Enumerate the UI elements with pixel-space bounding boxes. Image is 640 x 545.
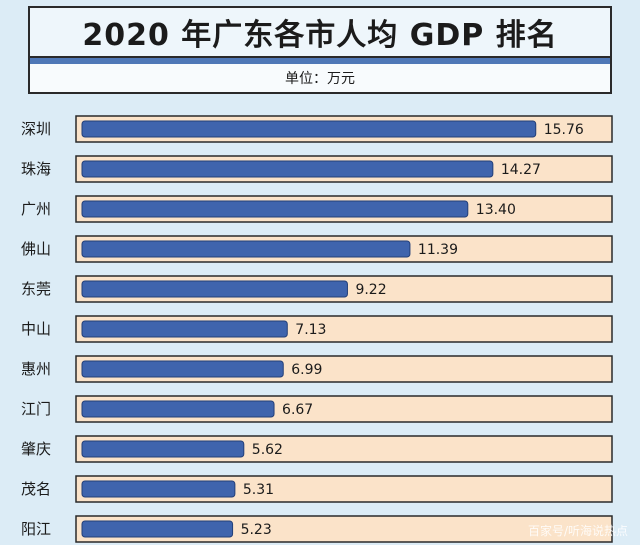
bar-row: 中山 7.13: [21, 315, 613, 343]
category-label: 阳江: [21, 520, 51, 538]
bar: [81, 520, 234, 538]
value-label: 9.22: [355, 282, 386, 298]
bar: [81, 120, 537, 138]
watermark-text: 百家号/听海说热点: [527, 524, 628, 538]
bar: [81, 280, 348, 298]
title-divider: [28, 58, 612, 64]
value-label: 13.40: [476, 202, 516, 218]
category-label: 广州: [21, 200, 51, 218]
category-label: 肇庆: [21, 440, 51, 458]
value-label: 14.27: [501, 162, 541, 178]
bar-row: 东莞 9.22: [21, 275, 613, 303]
category-label: 深圳: [21, 120, 51, 138]
bar: [81, 320, 288, 338]
bar-chart: 深圳 15.76 珠海 14.27 广州 13.40 佛山 11.39 东莞 9.22 中山 7.13…: [21, 115, 613, 543]
value-label: 5.31: [243, 482, 274, 498]
category-label: 东莞: [21, 280, 51, 298]
bar: [81, 480, 236, 498]
category-label: 珠海: [21, 160, 51, 178]
chart-title: 2020 年广东各市人均 GDP 排名: [82, 18, 558, 53]
bar-row: 阳江 5.23: [21, 515, 613, 543]
category-label: 江门: [21, 400, 51, 418]
value-label: 5.62: [252, 442, 283, 458]
bar: [81, 240, 411, 258]
value-label: 5.23: [241, 522, 272, 538]
category-label: 惠州: [21, 360, 51, 378]
bar: [81, 200, 469, 218]
bar-row: 珠海 14.27: [21, 155, 613, 183]
bar-row: 惠州 6.99: [21, 355, 613, 383]
category-label: 茂名: [21, 480, 51, 498]
value-label: 15.76: [544, 122, 584, 138]
bar: [81, 360, 284, 378]
bar: [81, 160, 494, 178]
bar: [81, 400, 275, 418]
bar-row: 江门 6.67: [21, 395, 613, 423]
value-label: 11.39: [418, 242, 458, 258]
category-label: 佛山: [21, 240, 51, 258]
unit-label: 单位：万元: [285, 71, 355, 87]
value-label: 6.99: [291, 362, 322, 378]
value-label: 7.13: [295, 322, 326, 338]
bar: [81, 440, 245, 458]
bar-row: 深圳 15.76: [21, 115, 613, 143]
bar-row: 佛山 11.39: [21, 235, 613, 263]
unit-box: 单位：万元: [28, 64, 612, 94]
bar-row: 茂名 5.31: [21, 475, 613, 503]
category-label: 中山: [21, 320, 51, 338]
chart-title-box: 2020 年广东各市人均 GDP 排名: [28, 6, 612, 58]
bar-row: 肇庆 5.62: [21, 435, 613, 463]
bar-row: 广州 13.40: [21, 195, 613, 223]
value-label: 6.67: [282, 402, 313, 418]
